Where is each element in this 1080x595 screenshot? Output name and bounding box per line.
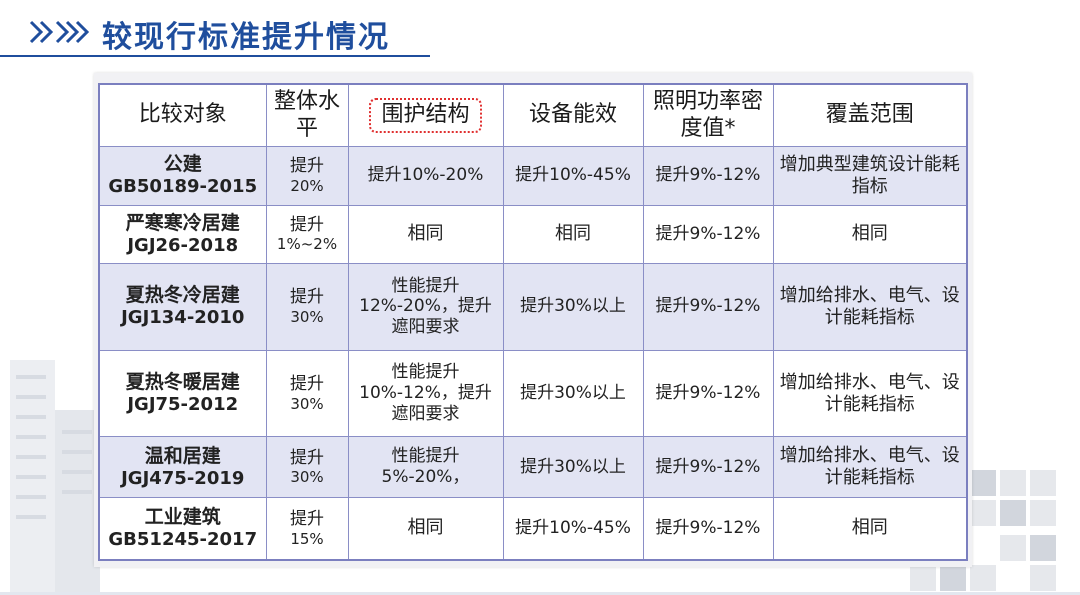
level-cell: 提升 30%: [265, 262, 349, 351]
row-name-cell: 温和居建 JGJ475-2019: [98, 436, 267, 498]
highlight-box: 围护结构: [369, 98, 482, 133]
equipment-cell: 提升10%-45%: [502, 496, 644, 561]
envelope-cell: 相同: [347, 204, 504, 264]
row-name: 夏热冬冷居建: [125, 284, 240, 307]
building-background-graphic: [10, 360, 100, 595]
coverage-cell: 增加给排水、电气、设计能耗指标: [772, 262, 968, 351]
row-name-cell: 工业建筑 GB51245-2017: [98, 496, 267, 561]
level-percent: 30%: [290, 468, 324, 487]
row-name-cell: 夏热冬暖居建 JGJ75-2012: [98, 349, 267, 438]
row-standard: JGJ75-2012: [127, 394, 239, 416]
level-percent: 20%: [290, 176, 324, 195]
equipment-cell: 提升30%以上: [502, 349, 644, 438]
row-standard: JGJ475-2019: [121, 467, 245, 489]
level-label: 提升: [290, 374, 324, 395]
header-lighting: 照明功率密度值*: [642, 83, 774, 148]
row-name: 公建: [163, 153, 202, 176]
row-standard: GB50189-2015: [108, 176, 258, 198]
envelope-cell: 性能提升10%-12%，提升遮阳要求: [347, 349, 504, 438]
level-cell: 提升 30%: [265, 436, 349, 498]
equipment-cell: 提升10%-45%: [502, 146, 644, 206]
envelope-cell: 性能提升12%-20%，提升遮阳要求: [347, 262, 504, 351]
level-percent: 1%~2%: [276, 235, 338, 254]
coverage-cell: 增加给排水、电气、设计能耗指标: [772, 349, 968, 438]
table-row: 公建 GB50189-2015 提升 20% 提升10%-20% 提升10%-45%…: [98, 146, 968, 206]
bottom-divider: [0, 592, 1080, 595]
table-row: 夏热冬暖居建 JGJ75-2012 提升 30% 性能提升10%-12%，提升遮阳要…: [98, 349, 968, 438]
level-label: 提升: [290, 447, 324, 468]
lighting-cell: 提升9%-12%: [642, 349, 774, 438]
equipment-cell: 相同: [502, 204, 644, 264]
lighting-cell: 提升9%-12%: [642, 496, 774, 561]
header-object: 比较对象: [98, 83, 267, 148]
table-row: 温和居建 JGJ475-2019 提升 30% 性能提升5%-20%， 提升30%以…: [98, 436, 968, 498]
title-underline: [0, 55, 430, 57]
header-level: 整体水平: [265, 83, 349, 148]
level-label: 提升: [290, 214, 324, 235]
table-row: 工业建筑 GB51245-2017 提升 15% 相同 提升10%-45% 提升9%…: [98, 496, 968, 561]
slide-title: 较现行标准提升情况: [102, 20, 390, 55]
level-label: 提升: [290, 287, 324, 308]
level-cell: 提升 1%~2%: [265, 204, 349, 264]
row-name: 夏热冬暖居建: [125, 371, 240, 393]
equipment-cell: 提升30%以上: [502, 262, 644, 351]
row-standard: JGJ26-2018: [127, 234, 239, 256]
chevron-arrows-icon: [29, 20, 90, 44]
coverage-cell: 相同: [772, 204, 968, 264]
level-cell: 提升 15%: [265, 496, 349, 561]
envelope-cell: 相同: [347, 496, 504, 561]
row-standard: JGJ134-2010: [121, 307, 245, 329]
row-name: 工业建筑: [144, 505, 221, 528]
level-cell: 提升 20%: [265, 146, 349, 206]
level-label: 提升: [290, 508, 324, 529]
level-cell: 提升 30%: [265, 349, 349, 438]
coverage-cell: 增加给排水、电气、设计能耗指标: [772, 436, 968, 498]
equipment-cell: 提升30%以上: [502, 436, 644, 498]
coverage-cell: 相同: [772, 496, 968, 561]
row-name: 严寒寒冷居建: [125, 211, 240, 234]
level-label: 提升: [290, 156, 324, 177]
lighting-cell: 提升9%-12%: [642, 204, 774, 264]
envelope-cell: 提升10%-20%: [347, 146, 504, 206]
level-percent: 15%: [290, 529, 324, 548]
row-name-cell: 公建 GB50189-2015: [98, 146, 267, 206]
coverage-cell: 增加典型建筑设计能耗指标: [772, 146, 968, 206]
lighting-cell: 提升9%-12%: [642, 146, 774, 206]
header-equipment: 设备能效: [502, 83, 644, 148]
comparison-table: 比较对象 整体水平 围护结构 设备能效 照明功率密度值* 覆盖范围 公建 GB50…: [98, 83, 968, 561]
level-percent: 30%: [290, 394, 324, 413]
row-standard: GB51245-2017: [108, 529, 258, 551]
header-envelope: 围护结构: [347, 83, 504, 148]
lighting-cell: 提升9%-12%: [642, 262, 774, 351]
row-name: 温和居建: [144, 444, 221, 467]
row-name-cell: 严寒寒冷居建 JGJ26-2018: [98, 204, 267, 264]
table-row: 夏热冬冷居建 JGJ134-2010 提升 30% 性能提升12%-20%，提升遮阳…: [98, 262, 968, 351]
table-panel: 比较对象 整体水平 围护结构 设备能效 照明功率密度值* 覆盖范围 公建 GB50…: [94, 73, 972, 567]
lighting-cell: 提升9%-12%: [642, 436, 774, 498]
table-row: 严寒寒冷居建 JGJ26-2018 提升 1%~2% 相同 相同 提升9%-12% …: [98, 204, 968, 264]
envelope-cell: 性能提升5%-20%，: [347, 436, 504, 498]
table-header-row: 比较对象 整体水平 围护结构 设备能效 照明功率密度值* 覆盖范围: [98, 83, 968, 148]
level-percent: 30%: [290, 308, 324, 327]
header-coverage: 覆盖范围: [772, 83, 968, 148]
row-name-cell: 夏热冬冷居建 JGJ134-2010: [98, 262, 267, 351]
